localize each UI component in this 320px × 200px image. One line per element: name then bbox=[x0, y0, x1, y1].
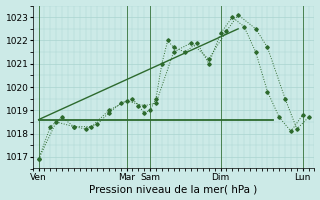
X-axis label: Pression niveau de la mer( hPa ): Pression niveau de la mer( hPa ) bbox=[90, 184, 258, 194]
